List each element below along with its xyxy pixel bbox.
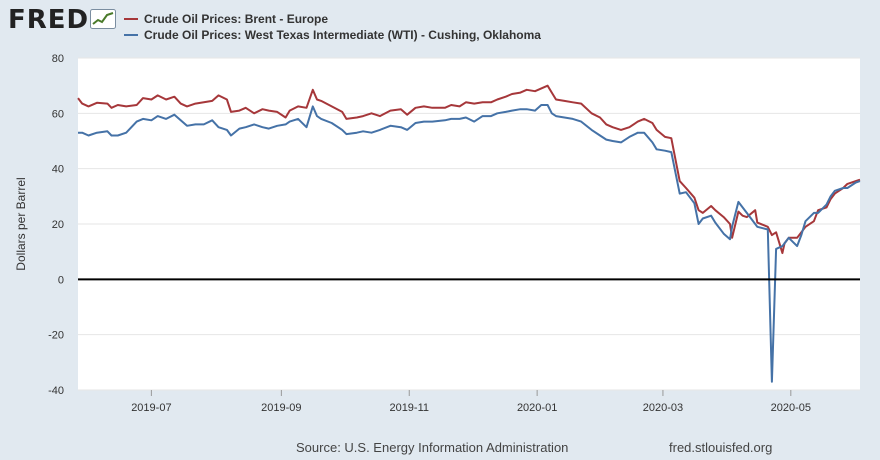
y-axis-label: Dollars per Barrel bbox=[14, 177, 28, 270]
source-note: Source: U.S. Energy Information Administ… bbox=[296, 440, 569, 455]
series-line-wti[interactable] bbox=[78, 104, 861, 383]
x-tick-label: 2019-09 bbox=[261, 402, 301, 414]
y-axis-ticks: 80 60 40 20 0 -20 -40 bbox=[48, 53, 64, 397]
chart-header: FRED Crude Oil Prices: Brent - Europe Cr… bbox=[0, 0, 880, 50]
legend-swatch-brent bbox=[124, 18, 138, 20]
series-line-brent[interactable] bbox=[77, 84, 861, 255]
legend-item-brent[interactable]: Crude Oil Prices: Brent - Europe bbox=[124, 11, 541, 27]
y-tick-label: 60 bbox=[52, 108, 64, 120]
legend-swatch-wti bbox=[124, 34, 138, 36]
gridlines bbox=[78, 57, 860, 391]
trend-chart-icon bbox=[90, 9, 116, 29]
x-tick-label: 2020-03 bbox=[643, 402, 683, 414]
y-tick-label: 20 bbox=[52, 219, 64, 231]
series-lines bbox=[77, 84, 861, 383]
y-tick-label: -40 bbox=[48, 385, 64, 397]
legend-label-wti: Crude Oil Prices: West Texas Intermediat… bbox=[144, 28, 541, 42]
line-chart[interactable]: 80 60 40 20 0 -20 -40 2019-07 2019-09 2019-11 202… bbox=[0, 0, 880, 440]
y-tick-label: 40 bbox=[52, 164, 64, 176]
fred-logo[interactable]: FRED bbox=[8, 5, 90, 35]
legend-label-brent: Crude Oil Prices: Brent - Europe bbox=[144, 12, 329, 26]
x-tick-label: 2019-07 bbox=[131, 402, 171, 414]
site-link[interactable]: fred.stlouisfed.org bbox=[669, 440, 773, 455]
x-tick-label: 2019-11 bbox=[389, 402, 429, 414]
legend: Crude Oil Prices: Brent - Europe Crude O… bbox=[124, 11, 541, 43]
y-tick-label: 80 bbox=[52, 53, 64, 65]
x-axis-ticks: 2019-07 2019-09 2019-11 2020-01 2020-03 2020-… bbox=[131, 390, 811, 414]
x-tick-label: 2020-01 bbox=[517, 402, 557, 414]
y-tick-label: 0 bbox=[58, 274, 64, 286]
x-tick-label: 2020-05 bbox=[771, 402, 811, 414]
y-tick-label: -20 bbox=[48, 330, 64, 342]
legend-item-wti[interactable]: Crude Oil Prices: West Texas Intermediat… bbox=[124, 27, 541, 43]
